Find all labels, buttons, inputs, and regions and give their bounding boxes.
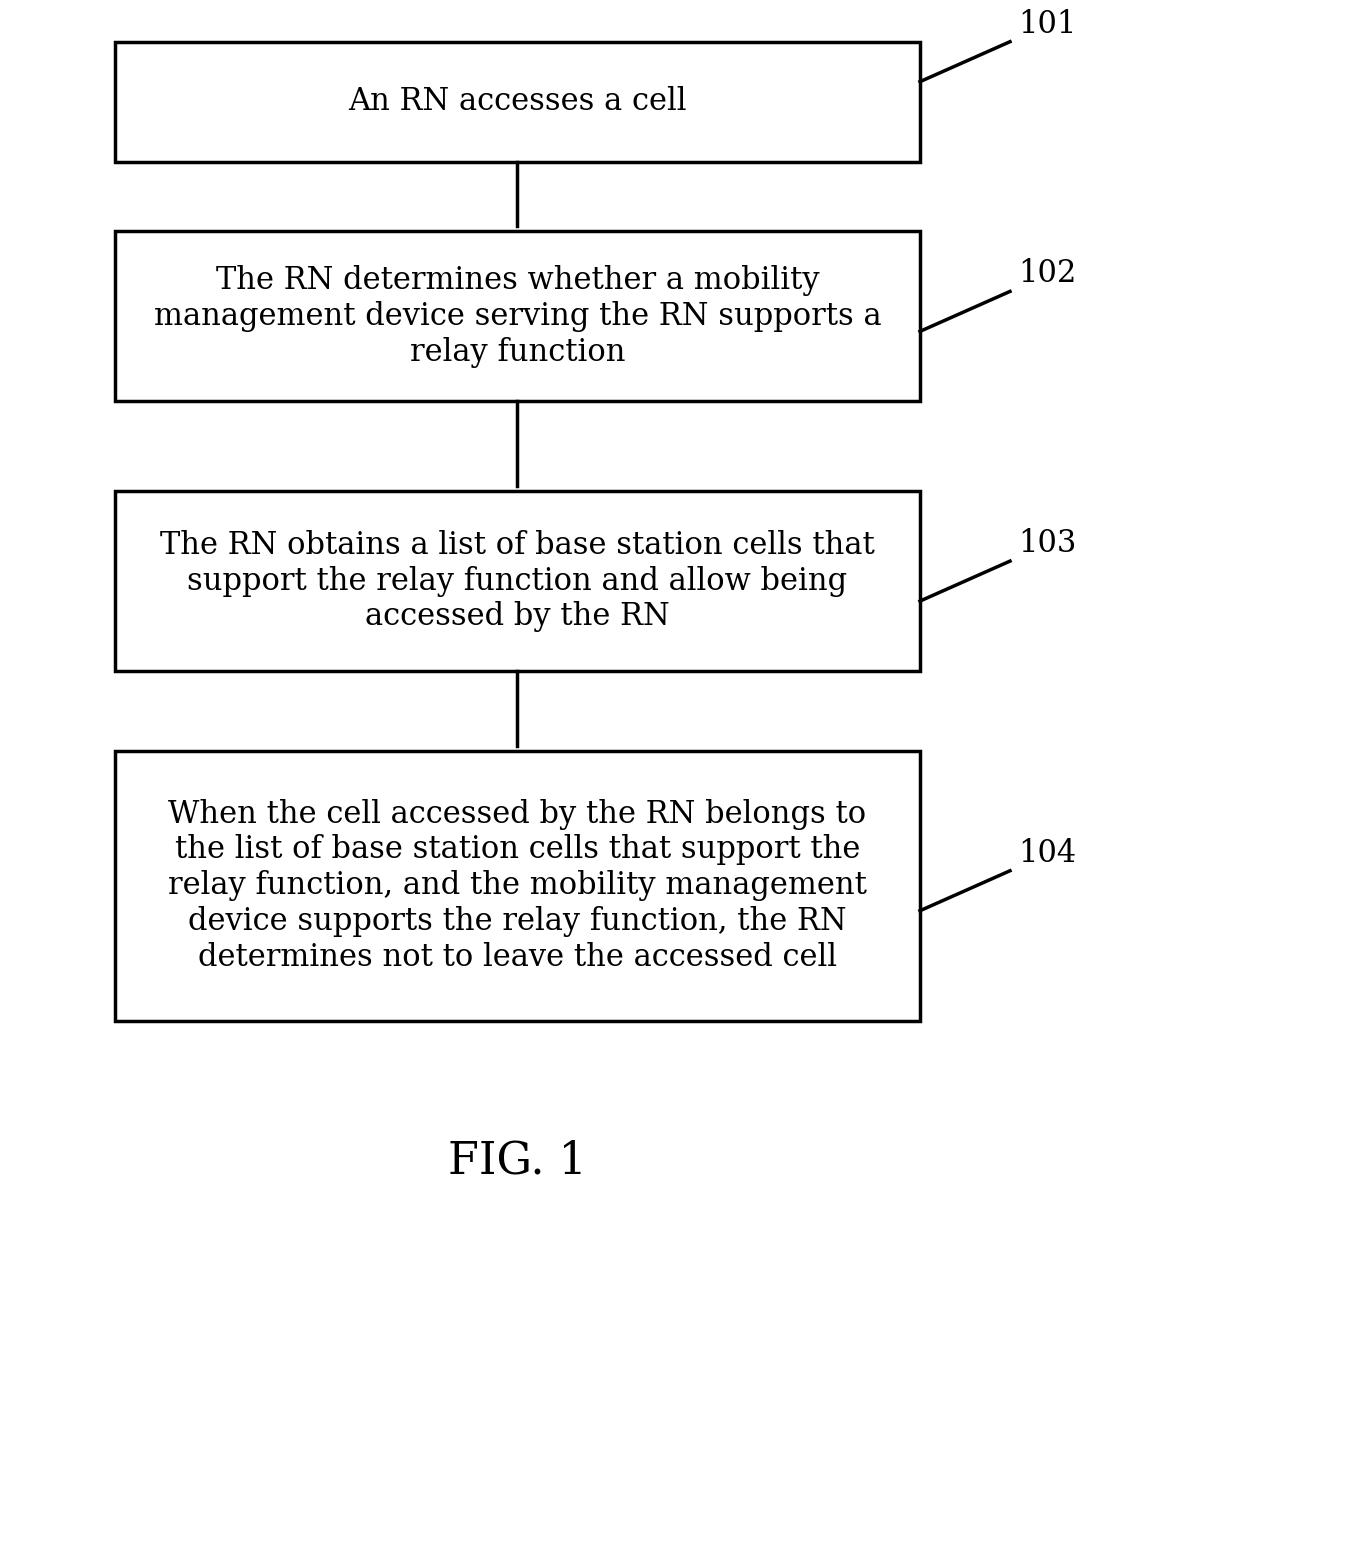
Text: FIG. 1: FIG. 1 [448, 1139, 586, 1183]
Text: 101: 101 [1018, 9, 1076, 40]
Bar [115, 750, 919, 1020]
Text: The RN obtains a list of base station cells that
support the relay function and : The RN obtains a list of base station ce… [161, 530, 875, 632]
Text: The RN determines whether a mobility
management device serving the RN supports a: The RN determines whether a mobility man… [154, 265, 882, 367]
Bar [115, 42, 919, 161]
Text: An RN accesses a cell: An RN accesses a cell [348, 87, 687, 118]
Text: 103: 103 [1018, 529, 1076, 560]
Text: 104: 104 [1018, 837, 1076, 868]
Bar [115, 231, 919, 401]
Text: When the cell accessed by the RN belongs to
the list of base station cells that : When the cell accessed by the RN belongs… [167, 798, 867, 973]
Text: 102: 102 [1018, 259, 1076, 290]
Bar [115, 491, 919, 671]
